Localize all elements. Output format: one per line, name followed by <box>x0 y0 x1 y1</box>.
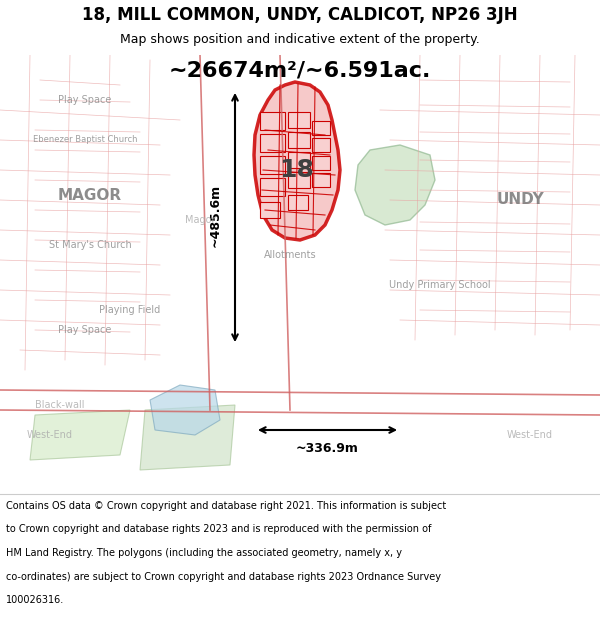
Text: Play Space: Play Space <box>58 95 112 105</box>
Text: Playing Field: Playing Field <box>100 305 161 315</box>
Polygon shape <box>30 410 130 460</box>
Bar <box>288 112 310 128</box>
Text: to Crown copyright and database rights 2023 and is reproduced with the permissio: to Crown copyright and database rights 2… <box>6 524 431 534</box>
Text: ~336.9m: ~336.9m <box>296 442 358 455</box>
Bar <box>312 173 330 187</box>
Text: ~485.6m: ~485.6m <box>209 184 222 246</box>
Bar <box>260 202 280 218</box>
Polygon shape <box>150 385 220 435</box>
Text: MAGOR: MAGOR <box>58 188 122 202</box>
Bar <box>260 156 285 174</box>
Text: Magor: Magor <box>185 215 215 225</box>
Bar <box>288 195 308 210</box>
Bar <box>312 138 330 152</box>
Bar <box>260 134 285 152</box>
Polygon shape <box>254 82 340 240</box>
Text: St Mary's Church: St Mary's Church <box>49 240 131 250</box>
Text: Play Space: Play Space <box>58 325 112 335</box>
Text: Undy Primary School: Undy Primary School <box>389 280 491 290</box>
Text: West-End: West-End <box>507 430 553 440</box>
Text: Ebenezer Baptist Church: Ebenezer Baptist Church <box>33 136 137 144</box>
Text: ~26674m²/~6.591ac.: ~26674m²/~6.591ac. <box>169 60 431 80</box>
Bar <box>288 172 310 188</box>
Text: Allotments: Allotments <box>263 250 316 260</box>
Text: Map shows position and indicative extent of the property.: Map shows position and indicative extent… <box>120 33 480 46</box>
Text: Black-wall: Black-wall <box>35 400 85 410</box>
Text: UNDY: UNDY <box>496 192 544 208</box>
Text: HM Land Registry. The polygons (including the associated geometry, namely x, y: HM Land Registry. The polygons (includin… <box>6 548 402 558</box>
Bar <box>260 112 285 130</box>
Bar <box>260 178 285 196</box>
Text: co-ordinates) are subject to Crown copyright and database rights 2023 Ordnance S: co-ordinates) are subject to Crown copyr… <box>6 572 441 582</box>
Text: West-End: West-End <box>27 430 73 440</box>
Polygon shape <box>140 405 235 470</box>
Text: Contains OS data © Crown copyright and database right 2021. This information is : Contains OS data © Crown copyright and d… <box>6 501 446 511</box>
Bar <box>312 156 330 170</box>
Polygon shape <box>355 145 435 225</box>
Bar <box>312 121 330 135</box>
Bar <box>288 152 310 168</box>
Text: 18: 18 <box>280 158 314 182</box>
Bar <box>288 132 310 148</box>
Text: 18, MILL COMMON, UNDY, CALDICOT, NP26 3JH: 18, MILL COMMON, UNDY, CALDICOT, NP26 3J… <box>82 6 518 24</box>
Text: 100026316.: 100026316. <box>6 595 64 605</box>
